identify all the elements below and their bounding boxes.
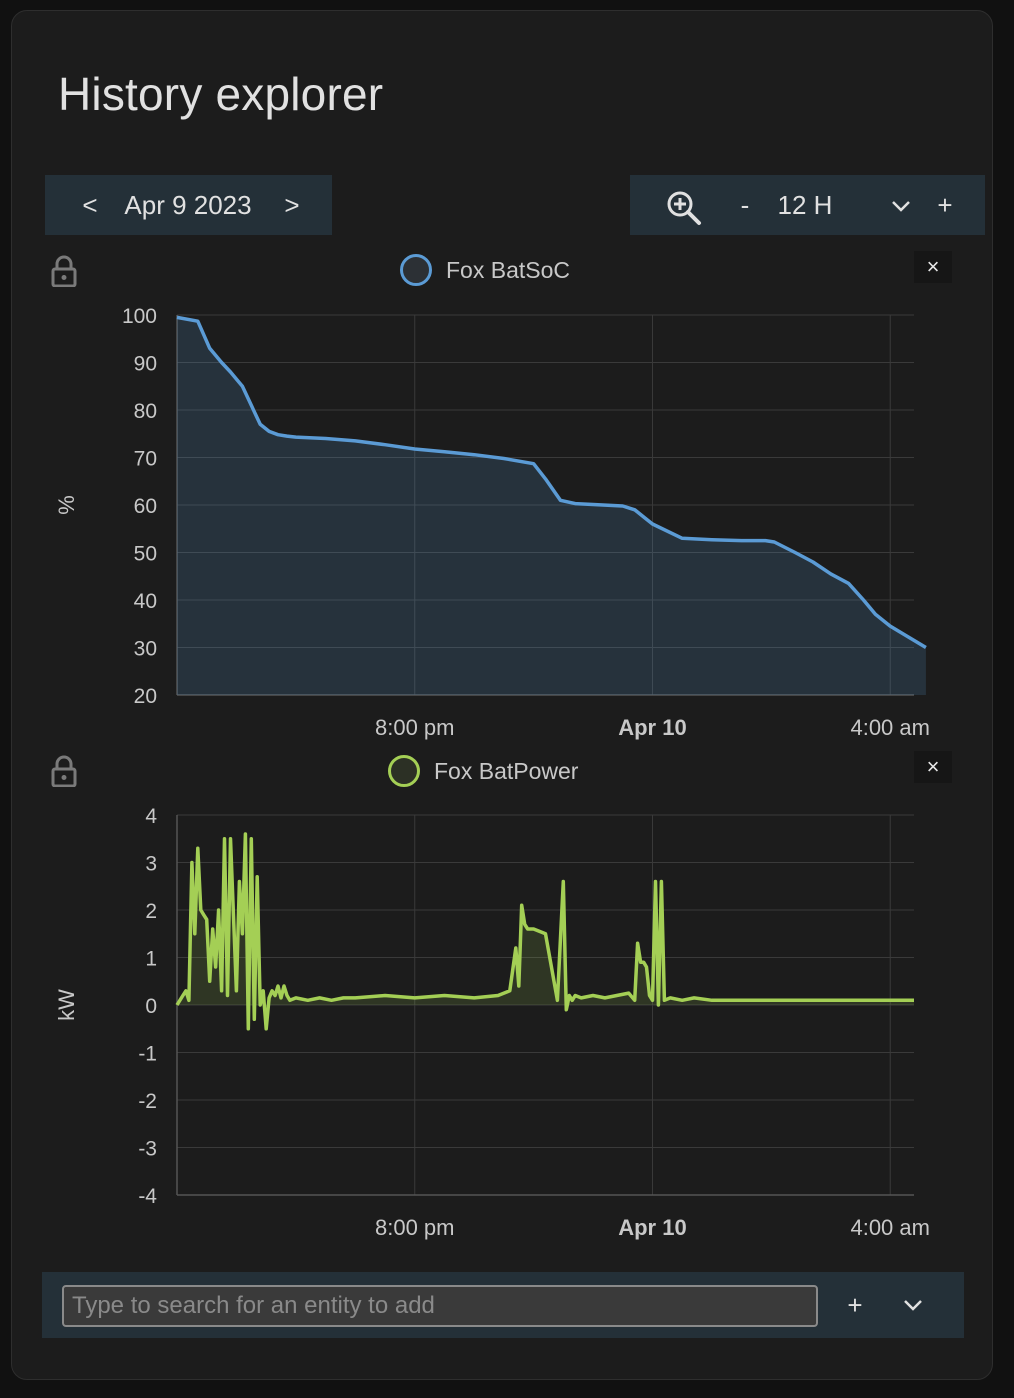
legend-item-power[interactable]: Fox BatPower [388, 755, 578, 787]
y-tick-label: 20 [134, 685, 157, 708]
y-tick-label: -2 [138, 1090, 157, 1113]
legend-swatch [388, 755, 420, 787]
x-tick-label: 4:00 am [850, 1215, 930, 1240]
close-chart-button[interactable]: × [914, 251, 952, 283]
y-tick-label: 4 [145, 805, 157, 828]
legend-item-soc[interactable]: Fox BatSoC [400, 254, 570, 286]
y-tick-label: 3 [145, 853, 157, 876]
date-navigator: < Apr 9 2023 > [45, 175, 332, 235]
zoom-controls: - 12 H + [630, 175, 985, 235]
series-area [177, 317, 926, 695]
card-title: History explorer [58, 68, 384, 120]
soc-chart: 100 90 80 70 60 50 40 30 20 8:00 pm Apr 10 4:00 am% [54, 305, 930, 740]
current-date[interactable]: Apr 9 2023 [124, 190, 252, 220]
series-area [177, 834, 914, 1029]
series-line [176, 315, 927, 650]
y-tick-label: 40 [134, 590, 157, 613]
chevron-down-icon[interactable] [888, 193, 914, 219]
zoom-in-button[interactable]: + [937, 190, 953, 220]
y-axis-label: % [54, 495, 79, 515]
y-tick-label: 80 [134, 400, 157, 423]
y-tick-label: 50 [134, 543, 157, 566]
y-tick-label: 60 [134, 495, 157, 518]
close-chart-button[interactable]: × [914, 751, 952, 783]
entity-search-input[interactable] [62, 1285, 818, 1327]
entity-search-bar: + [42, 1272, 964, 1338]
next-date-button[interactable]: > [284, 190, 300, 220]
y-axis-label: kW [54, 989, 79, 1021]
y-tick-label: 30 [134, 638, 157, 661]
x-tick-label: 8:00 pm [375, 715, 455, 740]
y-tick-label: 100 [122, 305, 157, 328]
y-tick-label: -3 [138, 1138, 157, 1161]
y-tick-label: -4 [138, 1185, 157, 1208]
legend-label: Fox BatPower [434, 757, 579, 784]
y-tick-label: -1 [138, 1043, 157, 1066]
y-tick-label: 2 [145, 900, 157, 923]
y-tick-label: 90 [134, 353, 157, 376]
legend-swatch [400, 254, 432, 286]
series-line [175, 832, 914, 1031]
x-tick-label: Apr 10 [618, 1215, 686, 1240]
y-tick-label: 0 [145, 995, 157, 1018]
range-select[interactable]: 12 H [777, 190, 833, 220]
lock-icon[interactable] [51, 755, 77, 788]
power-chart: 4 3 2 1 0 -1 -2 -3 -4 8:00 pm Apr 10 4:00 am kW [54, 805, 930, 1240]
history-explorer-card: History explorer < Apr 9 2023 > - 12 H + [11, 10, 993, 1380]
prev-date-button[interactable]: < [82, 190, 98, 220]
legend-label: Fox BatSoC [446, 256, 570, 283]
zoom-out-button[interactable]: - [740, 190, 750, 220]
y-tick-label: 1 [145, 948, 157, 971]
x-tick-label: 8:00 pm [375, 1215, 455, 1240]
lock-icon[interactable] [51, 255, 77, 288]
add-entity-button[interactable]: + [847, 1290, 863, 1320]
zoom-in-icon[interactable] [664, 188, 704, 228]
x-tick-label: Apr 10 [618, 715, 686, 740]
chevron-down-icon[interactable] [900, 1292, 926, 1318]
x-tick-label: 4:00 am [850, 715, 930, 740]
y-tick-label: 70 [134, 448, 157, 471]
